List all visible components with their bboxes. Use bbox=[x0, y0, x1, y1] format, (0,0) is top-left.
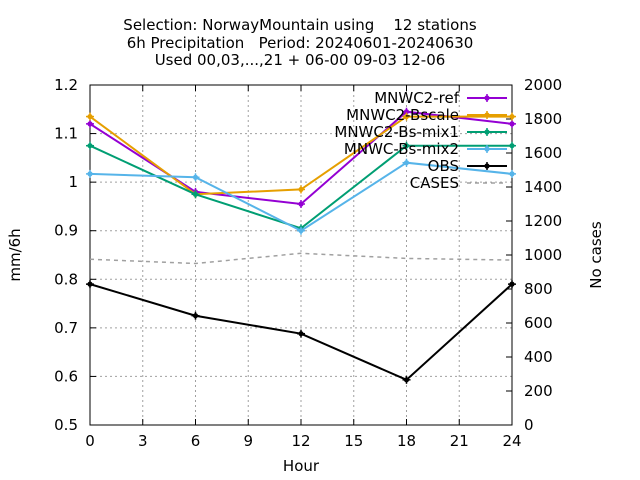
series-layer bbox=[86, 107, 516, 384]
data-point-obs bbox=[191, 311, 200, 320]
x-tick-label: 0 bbox=[85, 432, 95, 450]
legend-item-mnwc-bs-mix2: MNWC-Bs-mix2 bbox=[344, 140, 507, 158]
grid bbox=[90, 85, 512, 425]
y2-tick-label: 200 bbox=[524, 382, 553, 400]
legend-item-mnwc2-bs-mix1: MNWC2-Bs-mix1 bbox=[334, 123, 507, 141]
data-point-mnwc-bs-mix2 bbox=[508, 169, 516, 178]
title-line-2: 6h Precipitation Period: 20240601-202406… bbox=[127, 34, 474, 52]
legend-label: MNWC2-ref bbox=[374, 89, 459, 107]
y2-tick-label: 1800 bbox=[524, 110, 562, 128]
data-point-obs bbox=[508, 280, 516, 289]
title-line-3: Used 00,03,...,21 + 06-00 09-03 12-06 bbox=[155, 51, 446, 69]
data-point-mnwc-bs-mix2 bbox=[86, 169, 94, 178]
x-tick-label: 15 bbox=[344, 432, 363, 450]
legend: MNWC2-refMNWC2-BscaleMNWC2-Bs-mix1MNWC-B… bbox=[334, 89, 507, 192]
title-line-1: Selection: NorwayMountain using 12 stati… bbox=[123, 16, 477, 34]
y2-tick-label: 600 bbox=[524, 314, 553, 332]
y2-tick-label: 400 bbox=[524, 348, 553, 366]
data-point-mnwc2-bscale bbox=[297, 185, 305, 194]
y2-tick-label: 1400 bbox=[524, 178, 562, 196]
y-tick-label: 1.2 bbox=[54, 76, 78, 94]
series-cases bbox=[89, 252, 513, 265]
data-point-obs bbox=[297, 329, 305, 338]
legend-item-mnwc2-bscale: MNWC2-Bscale bbox=[346, 106, 507, 124]
data-point-mnwc2-bs-mix1 bbox=[508, 141, 516, 150]
data-point-mnwc2-ref bbox=[86, 119, 94, 128]
data-point-mnwc2-bscale bbox=[86, 112, 94, 121]
y2-tick-label: 1200 bbox=[524, 212, 562, 230]
chart-title: Selection: NorwayMountain using 12 stati… bbox=[123, 16, 477, 69]
data-point-mnwc2-ref bbox=[297, 200, 305, 208]
data-point-mnwc2-bscale bbox=[508, 112, 516, 121]
data-point-mnwc-bs-mix2 bbox=[191, 173, 200, 182]
data-point-mnwc-bs-mix2 bbox=[402, 158, 411, 167]
legend-marker bbox=[483, 145, 491, 153]
legend-label: CASES bbox=[410, 174, 459, 192]
y2-tick-label: 800 bbox=[524, 280, 553, 298]
data-point-obs bbox=[402, 375, 411, 384]
legend-marker bbox=[483, 162, 491, 170]
x-tick-label: 18 bbox=[397, 432, 416, 450]
y-tick-label: 0.9 bbox=[54, 222, 78, 240]
y-tick-label: 0.8 bbox=[54, 270, 78, 288]
y-tick-label: 0.6 bbox=[54, 367, 78, 385]
data-point-mnwc2-ref bbox=[508, 119, 516, 128]
x-tick-label: 3 bbox=[138, 432, 148, 450]
series-obs bbox=[86, 280, 516, 384]
legend-label: OBS bbox=[428, 157, 459, 175]
x-axis-label: Hour bbox=[283, 457, 320, 475]
legend-item-obs: OBS bbox=[428, 157, 507, 175]
data-point-mnwc2-bs-mix1 bbox=[191, 190, 200, 199]
data-point-mnwc2-bs-mix1 bbox=[402, 141, 411, 150]
data-point-mnwc2-bscale bbox=[402, 112, 411, 121]
y-tick-label: 1 bbox=[68, 173, 78, 191]
y-tick-label: 0.5 bbox=[54, 416, 78, 434]
y-tick-label: 1.1 bbox=[54, 125, 78, 143]
y2-tick-label: 0 bbox=[524, 416, 534, 434]
legend-label: MNWC2-Bs-mix1 bbox=[334, 123, 459, 141]
data-point-mnwc-bs-mix2 bbox=[297, 226, 305, 235]
y2-axis-label: No cases bbox=[587, 221, 605, 289]
data-point-obs bbox=[86, 280, 94, 289]
legend-label: MNWC-Bs-mix2 bbox=[344, 140, 459, 158]
legend-item-cases: CASES bbox=[410, 174, 507, 192]
legend-marker bbox=[483, 111, 491, 119]
legend-marker bbox=[483, 128, 491, 136]
x-tick-label: 9 bbox=[243, 432, 253, 450]
legend-marker bbox=[483, 94, 491, 102]
legend-label: MNWC2-Bscale bbox=[346, 106, 459, 124]
y-axis-label: mm/6h bbox=[6, 228, 24, 281]
series-mnwc-bs-mix2 bbox=[86, 158, 516, 235]
series-line-cases bbox=[89, 252, 513, 265]
x-tick-label: 12 bbox=[291, 432, 310, 450]
y-tick-label: 0.7 bbox=[54, 319, 78, 337]
x-tick-label: 6 bbox=[191, 432, 201, 450]
data-point-mnwc2-bs-mix1 bbox=[86, 141, 94, 150]
legend-item-mnwc2-ref: MNWC2-ref bbox=[374, 89, 507, 107]
x-tick-label: 24 bbox=[502, 432, 521, 450]
y2-tick-label: 1600 bbox=[524, 144, 562, 162]
axis-ticks: 0 3 6 9 12 15 18 21 24 0.5 0.6 0.7 0.8 0.9 1 1.1 1.2 0 200… bbox=[54, 76, 562, 450]
y2-tick-label: 1000 bbox=[524, 246, 562, 264]
series-mnwc2-bscale bbox=[86, 112, 516, 199]
x-tick-label: 21 bbox=[450, 432, 469, 450]
y2-tick-label: 2000 bbox=[524, 76, 562, 94]
